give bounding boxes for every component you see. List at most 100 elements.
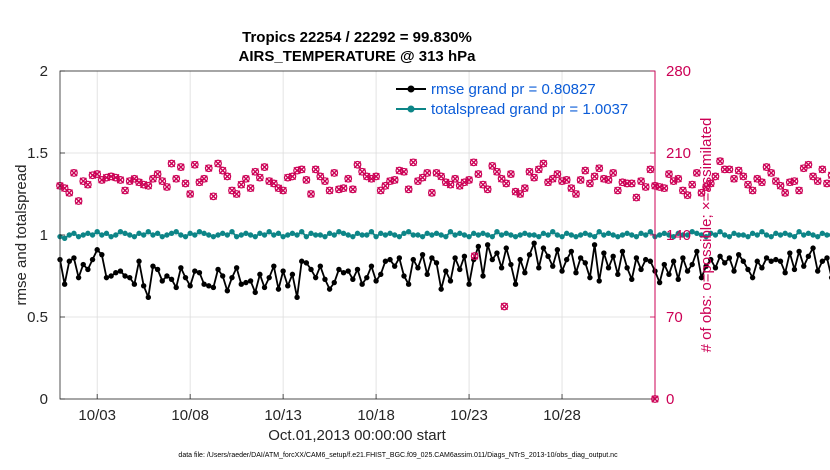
series-1-point-108 — [559, 233, 565, 240]
series-1-point-139 — [703, 233, 709, 240]
obs-assimilated-64 — [353, 161, 362, 169]
series-1-point-95 — [498, 232, 505, 238]
obs-assimilated-164 — [818, 165, 827, 174]
legend: rmse grand pr = 0.80827 totalspread gran… — [396, 81, 628, 118]
obs-assimilated-105 — [544, 178, 552, 186]
series-1-point-120 — [615, 233, 621, 240]
obs-assimilated-165 — [823, 179, 830, 188]
series-0-point-33 — [210, 284, 217, 291]
series-0-point-67 — [368, 263, 375, 269]
series-1-point-117 — [601, 232, 607, 238]
series-0-point-37 — [229, 274, 235, 281]
series-1-point-13 — [117, 229, 124, 235]
series-0-point-158 — [791, 266, 798, 273]
obs-possible-147 — [739, 172, 748, 181]
series-1-point-124 — [633, 233, 640, 240]
series-0-point-15 — [127, 274, 133, 281]
series-0-point-64 — [354, 266, 361, 273]
series-1-point-58 — [326, 230, 333, 237]
obs-possible-152 — [762, 163, 771, 171]
obs-assimilated-83 — [442, 178, 450, 186]
series-1-point-138 — [698, 232, 705, 238]
series-1-point-40 — [243, 230, 249, 237]
series-1-point-116 — [596, 229, 602, 235]
series-1-point-14 — [122, 230, 128, 237]
series-0-point-52 — [299, 258, 305, 264]
obs-outlier-possible-0 — [500, 302, 509, 311]
obs-assimilated-125 — [637, 177, 645, 185]
series-0-point-74 — [401, 273, 407, 279]
series-0-point-78 — [419, 251, 426, 258]
obs-assimilated-99 — [516, 190, 524, 198]
series-1-point-85 — [452, 232, 458, 238]
series-1-point-72 — [391, 232, 398, 238]
series-1-point-12 — [113, 232, 119, 238]
series-0-point-156 — [782, 270, 788, 276]
obs-assimilated-81 — [432, 169, 441, 177]
obs-assimilated-161 — [804, 161, 813, 169]
series-1-point-38 — [233, 233, 240, 240]
obs-possible-100 — [520, 184, 529, 193]
obs-assimilated-155 — [776, 182, 785, 190]
legend-marker-rmse — [407, 85, 415, 93]
obs-assimilated-58 — [325, 186, 334, 195]
obs-possible-137 — [692, 169, 701, 177]
series-0-point-121 — [619, 248, 626, 255]
obs-assimilated-17 — [135, 178, 143, 186]
obs-assimilated-47 — [274, 184, 283, 192]
series-0-point-75 — [405, 281, 412, 287]
series-0-point-117 — [601, 250, 607, 256]
series-1-point-143 — [722, 232, 728, 238]
series-0-point-20 — [150, 263, 156, 269]
obs-possible-17 — [135, 178, 143, 187]
series-1-point-73 — [396, 233, 403, 240]
obs-assimilated-90 — [474, 170, 483, 178]
series-0-point-93 — [489, 256, 496, 263]
series-1-point-100 — [522, 230, 528, 237]
obs-possible-101 — [525, 167, 534, 176]
series-0-point-25 — [173, 284, 179, 291]
obs-assimilated-59 — [330, 169, 338, 177]
series-0-point-160 — [801, 263, 807, 269]
series-0-point-63 — [350, 276, 356, 282]
obs-assimilated-14 — [121, 186, 129, 195]
obs-assimilated-9 — [98, 176, 106, 184]
y-axis-label: rmse and totalspread — [13, 165, 30, 306]
series-1-point-123 — [629, 232, 635, 238]
obs-assimilated-160 — [800, 164, 808, 172]
series-1-point-107 — [554, 232, 561, 238]
obs-assimilated-75 — [404, 185, 413, 194]
y2-tick-label-2: 140 — [666, 227, 691, 244]
obs-assimilated-152 — [762, 163, 771, 171]
series-0-point-44 — [261, 284, 268, 291]
series-0-point-149 — [749, 274, 756, 281]
obs-possible-143 — [720, 165, 729, 174]
series-0-point-45 — [266, 274, 272, 281]
series-1-point-80 — [429, 232, 435, 238]
obs-assimilated-104 — [539, 159, 548, 168]
obs-assimilated-158 — [790, 177, 799, 185]
series-0-point-104 — [540, 245, 547, 251]
series-0-point-31 — [201, 281, 207, 287]
y-tick-label-3: 1.5 — [27, 145, 48, 162]
series-1-point-81 — [433, 230, 440, 237]
series-layer — [56, 157, 830, 403]
obs-possible-44 — [260, 163, 269, 171]
series-1-point-28 — [187, 230, 193, 237]
obs-assimilated-67 — [367, 175, 376, 183]
series-1 — [57, 229, 830, 241]
series-1-point-105 — [545, 232, 551, 238]
obs-assimilated-68 — [372, 172, 380, 181]
obs-possible-53 — [302, 176, 311, 184]
series-1-point-97 — [508, 232, 514, 238]
obs-assimilated-124 — [632, 193, 641, 202]
series-0-point-147 — [740, 258, 747, 264]
series-0-point-41 — [247, 278, 254, 284]
obs-possible-162 — [809, 172, 817, 181]
series-0-point-122 — [624, 265, 630, 271]
obs-possible-31 — [200, 174, 209, 183]
x-tick-label-5: 10/28 — [543, 407, 581, 424]
series-1-point-151 — [759, 229, 765, 235]
series-0-point-71 — [387, 256, 393, 263]
obs-assimilated-127 — [646, 165, 655, 174]
